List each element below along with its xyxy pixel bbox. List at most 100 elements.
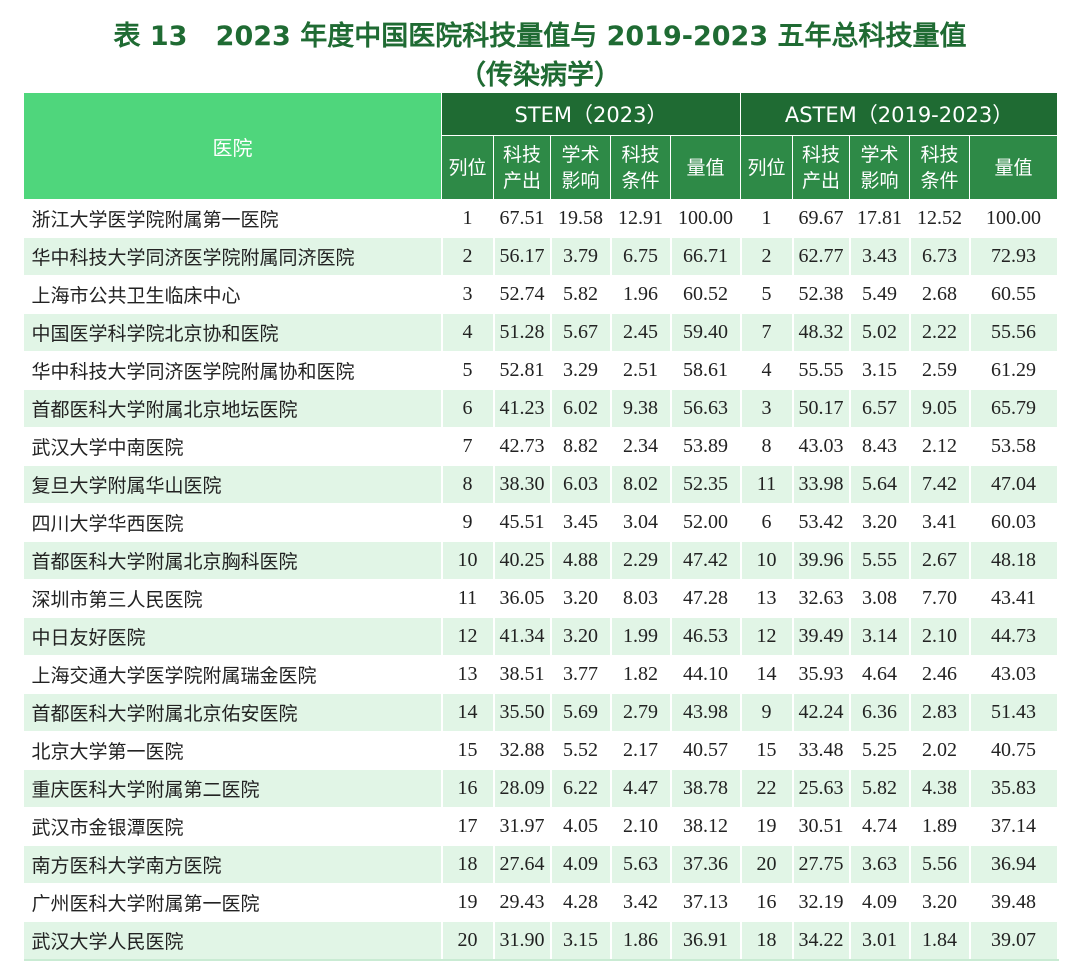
value-cell: 14 [740, 655, 794, 694]
value-cell: 11 [740, 465, 794, 504]
value-cell: 52.35 [670, 465, 742, 504]
value-cell: 16 [441, 769, 495, 808]
value-cell: 2.17 [610, 731, 672, 770]
value-cell: 8.82 [550, 427, 612, 466]
value-cell: 17.81 [849, 199, 911, 238]
value-cell: 4.09 [550, 845, 612, 884]
value-cell: 16 [740, 883, 794, 922]
value-cell: 67.51 [493, 199, 552, 238]
value-cell: 6 [740, 503, 794, 542]
value-cell: 5.25 [849, 731, 911, 770]
value-cell: 6 [441, 389, 495, 428]
value-cell: 37.14 [969, 807, 1059, 846]
value-cell: 20 [740, 845, 794, 884]
value-cell: 66.71 [670, 237, 742, 276]
value-cell: 25.63 [792, 769, 851, 808]
value-cell: 2.68 [909, 275, 971, 314]
value-cell: 2.59 [909, 351, 971, 390]
value-cell: 35.50 [493, 693, 552, 732]
value-cell: 5.82 [550, 275, 612, 314]
value-cell: 1.96 [610, 275, 672, 314]
value-cell: 40.25 [493, 541, 552, 580]
value-cell: 3 [740, 389, 794, 428]
astem-group-header: ASTEM（2019-2023） [740, 91, 1059, 137]
value-cell: 3.08 [849, 579, 911, 618]
table-row: 北京大学第一医院 15 32.88 5.52 2.17 40.57 15 33.48 5.25 2… [23, 731, 1059, 770]
value-cell: 40.57 [670, 731, 742, 770]
hospital-name-cell: 华中科技大学同济医学院附属协和医院 [23, 351, 443, 390]
value-cell: 10 [441, 541, 495, 580]
value-cell: 43.03 [969, 655, 1059, 694]
astem-impact-header: 学术 影响 [849, 135, 911, 200]
value-cell: 60.03 [969, 503, 1059, 542]
value-cell: 5.02 [849, 313, 911, 352]
table-row: 上海交通大学医学院附属瑞金医院 13 38.51 3.77 1.82 44.10 14 35.… [23, 655, 1059, 694]
value-cell: 12 [740, 617, 794, 656]
value-cell: 2.12 [909, 427, 971, 466]
sub-header-row: 列位 科技 产出 学术 影响 科技 条件 量值 列位 科技 产出 学术 影响 科技 条件 量值 [24, 135, 1059, 200]
value-cell: 3.01 [849, 921, 911, 961]
value-cell: 22 [740, 769, 794, 808]
value-cell: 5.82 [849, 769, 911, 808]
value-cell: 37.13 [670, 883, 742, 922]
value-cell: 52.81 [493, 351, 552, 390]
value-cell: 2.10 [610, 807, 672, 846]
stem-value-header: 量值 [669, 135, 742, 200]
value-cell: 47.28 [670, 579, 742, 618]
value-cell: 58.61 [670, 351, 742, 390]
hospital-name-cell: 南方医科大学南方医院 [23, 845, 443, 884]
value-cell: 1 [441, 199, 495, 238]
value-cell: 4.64 [849, 655, 911, 694]
hospital-name-cell: 武汉市金银潭医院 [23, 807, 443, 846]
value-cell: 2 [740, 237, 794, 276]
value-cell: 55.56 [969, 313, 1059, 352]
value-cell: 2.46 [909, 655, 971, 694]
value-cell: 1.86 [610, 921, 672, 961]
value-cell: 46.53 [670, 617, 742, 656]
hospital-name-cell: 武汉大学人民医院 [23, 921, 443, 961]
value-cell: 2.02 [909, 731, 971, 770]
value-cell: 5.56 [909, 845, 971, 884]
value-cell: 44.73 [969, 617, 1059, 656]
value-cell: 3 [441, 275, 495, 314]
stem-rank-header: 列位 [441, 135, 494, 200]
value-cell: 2.51 [610, 351, 672, 390]
value-cell: 5.49 [849, 275, 911, 314]
value-cell: 5 [740, 275, 794, 314]
table-row: 首都医科大学附属北京胸科医院 10 40.25 4.88 2.29 47.42 10 39.9… [23, 541, 1059, 580]
value-cell: 4.74 [849, 807, 911, 846]
value-cell: 42.24 [792, 693, 851, 732]
value-cell: 1.84 [909, 921, 971, 961]
value-cell: 45.51 [493, 503, 552, 542]
value-cell: 55.55 [792, 351, 851, 390]
value-cell: 15 [441, 731, 495, 770]
hospital-name-cell: 华中科技大学同济医学院附属同济医院 [23, 237, 443, 276]
value-cell: 2.67 [909, 541, 971, 580]
value-cell: 3.04 [610, 503, 672, 542]
value-cell: 48.32 [792, 313, 851, 352]
value-cell: 47.04 [969, 465, 1059, 504]
value-cell: 39.49 [792, 617, 851, 656]
value-cell: 14 [441, 693, 495, 732]
value-cell: 60.55 [969, 275, 1059, 314]
value-cell: 1.99 [610, 617, 672, 656]
hospital-name-cell: 重庆医科大学附属第二医院 [23, 769, 443, 808]
hospital-name-cell: 上海市公共卫生临床中心 [23, 275, 443, 314]
value-cell: 6.03 [550, 465, 612, 504]
value-cell: 51.28 [493, 313, 552, 352]
value-cell: 6.73 [909, 237, 971, 276]
value-cell: 10 [740, 541, 794, 580]
table-row: 四川大学华西医院 9 45.51 3.45 3.04 52.00 6 53.42 3.20 3.4… [23, 503, 1059, 542]
value-cell: 43.41 [969, 579, 1059, 618]
hospital-name-cell: 上海交通大学医学院附属瑞金医院 [23, 655, 443, 694]
hospital-name-cell: 四川大学华西医院 [23, 503, 443, 542]
value-cell: 3.15 [550, 921, 612, 961]
value-cell: 3.15 [849, 351, 911, 390]
value-cell: 35.93 [792, 655, 851, 694]
hospital-name-cell: 武汉大学中南医院 [23, 427, 443, 466]
value-cell: 12 [441, 617, 495, 656]
value-cell: 7 [441, 427, 495, 466]
stem-impact-header: 学术 影响 [550, 135, 611, 200]
value-cell: 35.83 [969, 769, 1059, 808]
hospital-name-cell: 首都医科大学附属北京地坛医院 [23, 389, 443, 428]
